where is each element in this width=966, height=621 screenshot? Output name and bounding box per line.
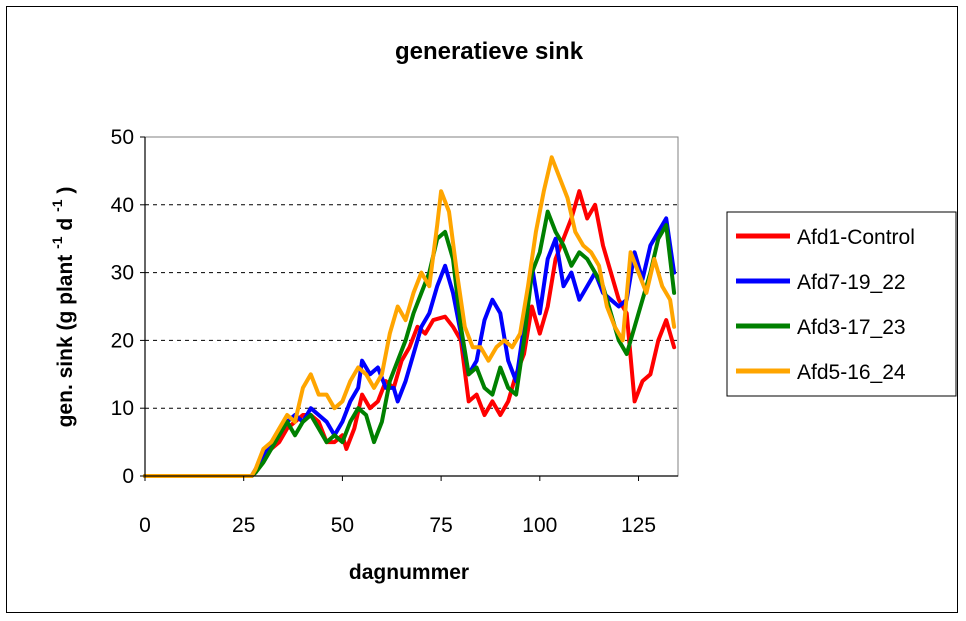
y-tick-label: 50 xyxy=(111,126,134,149)
legend: Afd1-Control Afd7-19_22 Afd3-17_23 Afd5-16_… xyxy=(726,211,957,397)
axis-layer: 0 10 20 30 40 50 0 25 50 75 100 125 xyxy=(111,126,678,537)
x-tick-label: 125 xyxy=(621,514,656,537)
y-tick-label: 0 xyxy=(122,465,134,488)
y-axis-title-exp1: -1 xyxy=(49,236,65,249)
y-tick-label: 10 xyxy=(111,397,134,420)
y-axis-title: gen. sink (g plant -1 d -1 ) xyxy=(44,187,77,428)
x-tick-label: 50 xyxy=(331,514,354,537)
series-line-2 xyxy=(143,216,677,478)
y-axis-title-end: ) xyxy=(54,187,77,194)
x-tick-label: 0 xyxy=(139,514,151,537)
y-tick-label: 30 xyxy=(111,262,134,285)
legend-label-4: Afd5-16_24 xyxy=(797,361,906,384)
legend-label-3: Afd3-17_23 xyxy=(797,316,906,339)
legend-label-1: Afd1-Control xyxy=(797,226,915,249)
y-tick-label: 40 xyxy=(111,194,134,217)
series-layer xyxy=(143,155,677,478)
legend-box xyxy=(726,211,957,397)
series-line-4 xyxy=(143,155,677,478)
legend-label-2: Afd7-19_22 xyxy=(797,271,906,294)
x-axis-title: dagnummer xyxy=(349,561,469,584)
y-axis-title-mid: d xyxy=(54,218,77,231)
x-tick-label: 75 xyxy=(429,514,452,537)
y-axis-title-exp2: -1 xyxy=(49,199,65,212)
x-tick-label: 25 xyxy=(232,514,255,537)
chart-title: generatieve sink xyxy=(395,38,584,65)
y-tick-label: 20 xyxy=(111,329,134,352)
y-axis-title-main: gen. sink (g plant xyxy=(54,255,77,428)
x-tick-label: 100 xyxy=(522,514,557,537)
